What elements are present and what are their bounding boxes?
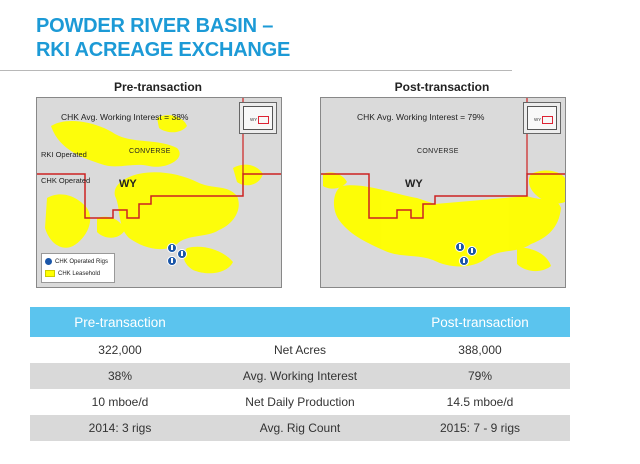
table-row: 2014: 3 rigs Avg. Rig Count 2015: 7 - 9 … [30, 415, 570, 441]
table-header-row: Pre-transaction Post-transaction [30, 307, 570, 337]
pre-locator-inset: WY [239, 102, 277, 134]
legend-leasehold-label: CHK Leasehold [58, 270, 101, 277]
pre-map-legend: CHK Operated Rigs CHK Leasehold [41, 253, 115, 283]
title-line-1: POWDER RIVER BASIN – [36, 15, 274, 37]
post-county-label: CONVERSE [417, 148, 459, 155]
post-state-label: WY [405, 178, 423, 190]
title-divider [0, 70, 512, 71]
post-map-label: Post-transaction [394, 80, 490, 94]
rig-marker-icon [467, 246, 477, 256]
pre-map-label: Pre-transaction [113, 80, 203, 94]
rig-marker-icon [167, 243, 177, 253]
table-row: 322,000 Net Acres 388,000 [30, 337, 570, 363]
post-inset-state-label: WY [534, 117, 542, 122]
rki-operated-label: RKI Operated [41, 150, 87, 159]
cell-pre: 10 mboe/d [91, 395, 149, 409]
post-map-graphic [321, 98, 565, 287]
cell-pre: 38% [30, 363, 210, 389]
rig-marker-icon [455, 242, 465, 252]
table-row: 38% Avg. Working Interest 79% [30, 363, 570, 389]
cell-pre: 322,000 [98, 343, 142, 357]
pre-working-interest-label: CHK Avg. Working Interest = 38% [61, 112, 189, 122]
page-title: POWDER RIVER BASIN – RKI ACREAGE EXCHANG… [36, 14, 290, 62]
rig-marker-icon [167, 256, 177, 266]
header-post: Post-transaction [390, 307, 570, 337]
leasehold-swatch-icon [45, 270, 55, 277]
pre-county-label: CONVERSE [129, 148, 171, 155]
pre-inset-state-outline: WY [243, 106, 273, 130]
comparison-table: Pre-transaction Post-transaction 322,000… [30, 307, 570, 441]
post-inset-state-outline: WY [527, 106, 557, 130]
legend-row-rigs: CHK Operated Rigs [45, 258, 108, 265]
cell-post: 79% [390, 363, 570, 389]
pre-inset-state-label: WY [250, 117, 258, 122]
table-row: 10 mboe/d Net Daily Production 14.5 mboe… [30, 389, 570, 415]
pre-inset-highlight [258, 116, 269, 124]
post-locator-inset: WY [523, 102, 561, 134]
rig-marker-icon [459, 256, 469, 266]
pre-state-label: WY [119, 178, 137, 190]
post-inset-highlight [542, 116, 553, 124]
post-working-interest-label: CHK Avg. Working Interest = 79% [357, 112, 485, 122]
rig-marker-icon [45, 258, 52, 265]
cell-pre: 2014: 3 rigs [30, 415, 210, 441]
cell-metric: Net Acres [273, 343, 327, 357]
title-line-2: RKI ACREAGE EXCHANGE [36, 39, 291, 61]
chk-operated-label: CHK Operated [41, 176, 91, 185]
header-metric [210, 307, 390, 337]
post-transaction-map: CHK Avg. Working Interest = 79% CONVERSE… [320, 97, 566, 288]
pre-transaction-map: CHK Avg. Working Interest = 38% CONVERSE… [36, 97, 282, 288]
rig-marker-icon [177, 249, 187, 259]
header-pre: Pre-transaction [30, 307, 210, 337]
legend-rigs-label: CHK Operated Rigs [55, 258, 109, 265]
cell-metric: Avg. Rig Count [210, 415, 390, 441]
cell-post: 14.5 mboe/d [446, 395, 514, 409]
legend-row-leasehold: CHK Leasehold [45, 270, 100, 277]
cell-metric: Net Daily Production [245, 395, 355, 409]
cell-metric: Avg. Working Interest [210, 363, 390, 389]
cell-post: 2015: 7 - 9 rigs [390, 415, 570, 441]
cell-post: 388,000 [458, 343, 502, 357]
